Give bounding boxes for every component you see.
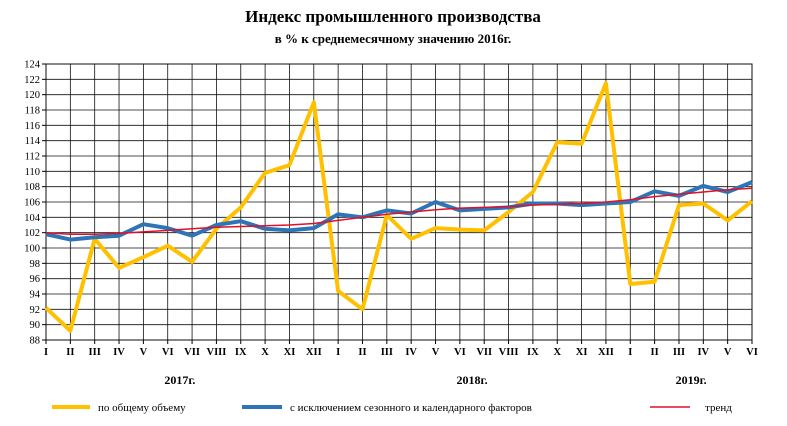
x-category-label: VIII (499, 347, 519, 358)
y-tick-label: 96 (30, 274, 41, 285)
y-tick-label: 88 (30, 336, 41, 347)
x-category-label: V (724, 347, 732, 358)
year-label: 2017г. (164, 373, 195, 387)
y-tick-label: 100 (24, 244, 40, 255)
y-tick-label: 94 (30, 290, 41, 301)
y-tick-label: 118 (25, 106, 40, 117)
x-category-label: VII (184, 347, 200, 358)
x-category-label: X (261, 347, 269, 358)
x-category-label: VIII (206, 347, 226, 358)
y-tick-label: 108 (24, 182, 40, 193)
x-category-label: V (432, 347, 440, 358)
x-category-label: I (628, 347, 632, 358)
x-category-label: XI (284, 347, 296, 358)
series-line-2 (45, 180, 753, 242)
y-tick-label: 112 (25, 152, 40, 163)
x-category-label: XI (576, 347, 588, 358)
y-tick-label: 120 (24, 90, 40, 101)
series-line-3 (45, 187, 753, 235)
year-label: 2018г. (456, 373, 487, 387)
x-category-label: X (553, 347, 561, 358)
x-category-label: IV (405, 347, 417, 358)
legend-label-2: с исключением сезонного и календарного ф… (290, 402, 532, 414)
series-line-1 (44, 81, 754, 333)
x-category-label: II (651, 347, 659, 358)
x-category-label: IX (527, 347, 539, 358)
y-tick-label: 116 (25, 121, 40, 132)
year-label: 2019г. (676, 373, 707, 387)
x-category-label: II (358, 347, 366, 358)
x-category-label: IV (113, 347, 125, 358)
y-tick-label: 122 (24, 75, 40, 86)
y-tick-label: 110 (25, 167, 40, 178)
y-tick-label: 114 (25, 136, 41, 147)
x-category-label: V (140, 347, 148, 358)
y-tick-label: 90 (30, 320, 41, 331)
x-category-label: III (673, 347, 685, 358)
chart-subtitle: в % к среднемесячному значению 2016г. (275, 31, 512, 46)
y-tick-label: 106 (24, 198, 40, 209)
legend-label-3: тренд (705, 402, 732, 414)
legend-label-1: по общему объему (98, 402, 186, 414)
y-tick-label: 92 (30, 305, 41, 316)
x-category-label: III (89, 347, 101, 358)
x-category-label: III (381, 347, 393, 358)
chart-title: Индекс промышленного производства (245, 7, 541, 26)
y-tick-label: 124 (24, 60, 41, 71)
x-category-label: VI (454, 347, 466, 358)
x-category-label: I (44, 347, 48, 358)
x-category-label: IV (697, 347, 709, 358)
y-tick-label: 104 (24, 213, 41, 224)
x-category-label: VII (476, 347, 492, 358)
x-category-label: I (336, 347, 340, 358)
x-category-label: IX (235, 347, 247, 358)
plot-area: 88 90 92 94 96 98 100 102 104 106 108 110 112 114 116 1… (24, 60, 758, 388)
x-category-label: XII (598, 347, 614, 358)
x-category-label: VI (162, 347, 174, 358)
legend: по общему объему с исключением сезонного … (52, 402, 732, 414)
y-tick-label: 102 (24, 228, 40, 239)
x-category-label: XII (306, 347, 322, 358)
x-category-label: II (66, 347, 74, 358)
x-category-label: VI (746, 347, 758, 358)
y-tick-label: 98 (30, 259, 41, 270)
